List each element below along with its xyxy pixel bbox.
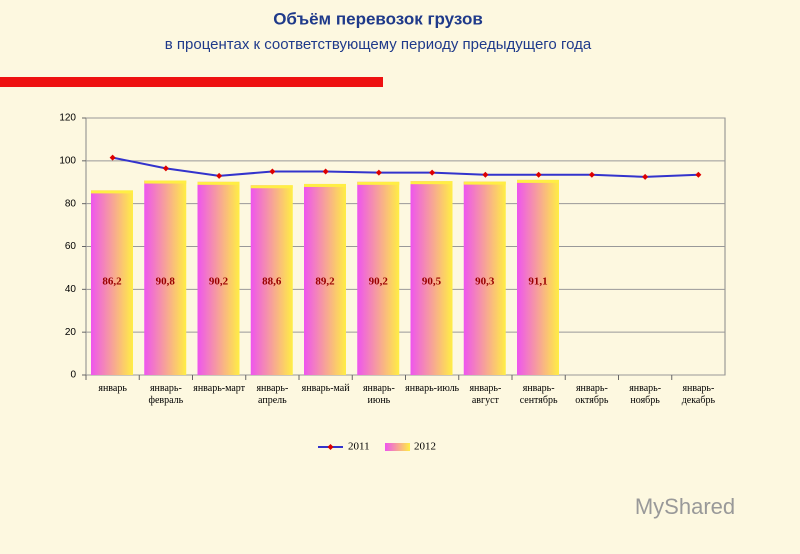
y-tick-label: 80 xyxy=(65,198,77,209)
marker xyxy=(535,171,542,178)
y-tick-label: 100 xyxy=(59,155,76,166)
decor-bar xyxy=(0,77,383,87)
y-tick-label: 20 xyxy=(65,327,77,338)
data-label: 90,8 xyxy=(156,276,176,288)
bar xyxy=(517,179,559,375)
marker xyxy=(162,165,169,172)
bar xyxy=(463,181,506,375)
x-tick-label: январь-сентябрь xyxy=(519,383,558,406)
bar xyxy=(357,181,400,375)
x-tick-label: январь-декабрь xyxy=(681,383,716,406)
x-tick-label: январь xyxy=(98,383,127,394)
data-label: 90,3 xyxy=(475,276,495,288)
bar-top xyxy=(517,179,559,183)
marker xyxy=(429,169,436,176)
chart-title: Объём перевозок грузов xyxy=(273,9,483,28)
x-tick-label: январь-ноябрь xyxy=(629,383,662,406)
bar xyxy=(91,190,133,375)
bar xyxy=(250,185,293,375)
marker xyxy=(695,171,702,178)
marker xyxy=(642,173,649,180)
x-tick-label: январь-июль xyxy=(405,383,460,394)
marker xyxy=(109,154,116,161)
x-tick-label: январь-март xyxy=(193,383,246,394)
marker xyxy=(216,172,223,179)
bar xyxy=(197,181,240,375)
y-tick-label: 0 xyxy=(70,370,76,381)
y-tick-label: 120 xyxy=(59,113,76,124)
x-tick-label: январь-август xyxy=(469,383,502,406)
data-label: 91,1 xyxy=(528,276,547,288)
data-label: 88,6 xyxy=(262,276,282,288)
legend-label: 2012 xyxy=(414,441,436,453)
bar-top xyxy=(357,181,400,185)
marker xyxy=(588,171,595,178)
x-tick-label: январь-февраль xyxy=(148,383,184,406)
x-tick-label: январь-апрель xyxy=(256,383,289,406)
bar-top xyxy=(304,183,346,187)
y-tick-label: 40 xyxy=(65,284,77,295)
data-label: 90,5 xyxy=(422,276,442,288)
bar-top xyxy=(197,181,240,185)
y-tick-label: 60 xyxy=(65,241,77,252)
legend-label: 2011 xyxy=(348,441,370,453)
bar-top xyxy=(144,180,187,184)
data-label: 89,2 xyxy=(315,276,335,288)
chart-subtitle: в процентах к соответствующему периоду п… xyxy=(165,36,592,53)
data-label: 90,2 xyxy=(209,276,229,288)
bar-top xyxy=(91,190,133,194)
legend-marker xyxy=(327,444,334,450)
watermark: MyShared xyxy=(635,494,735,519)
marker xyxy=(482,171,489,178)
marker xyxy=(269,168,276,175)
data-label: 90,2 xyxy=(369,276,389,288)
legend-swatch xyxy=(385,443,410,451)
marker xyxy=(322,168,329,175)
x-tick-label: январь-октябрь xyxy=(575,383,609,406)
x-tick-label: январь-июнь xyxy=(362,383,395,406)
bar-top xyxy=(463,181,506,185)
bar xyxy=(304,183,346,375)
x-tick-label: январь-май xyxy=(301,383,350,394)
bar xyxy=(144,180,187,375)
bar-top xyxy=(250,185,293,189)
line xyxy=(112,156,699,178)
marker xyxy=(375,169,382,176)
bar xyxy=(410,181,453,375)
data-label: 86,2 xyxy=(102,276,122,288)
bar-top xyxy=(410,181,453,185)
